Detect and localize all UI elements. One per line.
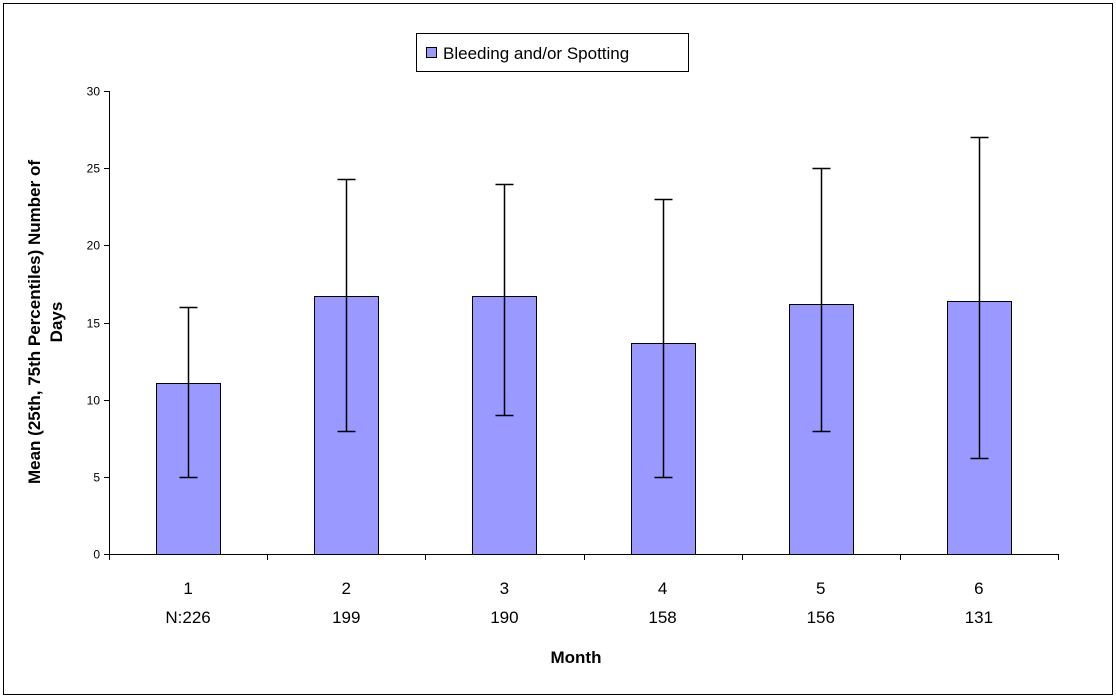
x-n-label: 190 [490,608,518,627]
x-tick-label: 2 [342,579,351,598]
y-tick-label: 25 [87,162,101,176]
x-tick-label: 4 [658,579,667,598]
legend: Bleeding and/or Spotting [416,33,689,72]
legend-box [416,33,689,72]
y-tick-label: 0 [93,548,100,562]
x-n-label: 158 [648,608,676,627]
x-n-label: 131 [965,608,993,627]
y-axis-title-line1: Mean (25th, 75th Percentiles) Number of [25,160,44,484]
y-axis-title-line2: Days [47,302,66,343]
x-n-label: 199 [332,608,360,627]
chart-border [3,3,1113,695]
plot-area: 0 5 10 15 20 25 30 1 N:226 2 199 3 190 4 158 5 156 6 131 [87,85,1059,627]
legend-label: Bleeding and/or Spotting [443,44,629,63]
y-tick-label: 20 [87,239,101,253]
y-tick-label: 30 [87,85,101,99]
y-tick-label: 15 [87,317,101,331]
y-tick-label: 10 [87,394,101,408]
x-tick-label: 5 [816,579,825,598]
x-tick-label: 1 [183,579,192,598]
x-n-label: 156 [807,608,835,627]
legend-swatch [426,47,437,58]
x-axis-title: Month [551,648,602,667]
x-n-label: N:226 [165,608,210,627]
x-tick-label: 3 [500,579,509,598]
y-tick-label: 5 [93,471,100,485]
x-tick-label: 6 [974,579,983,598]
